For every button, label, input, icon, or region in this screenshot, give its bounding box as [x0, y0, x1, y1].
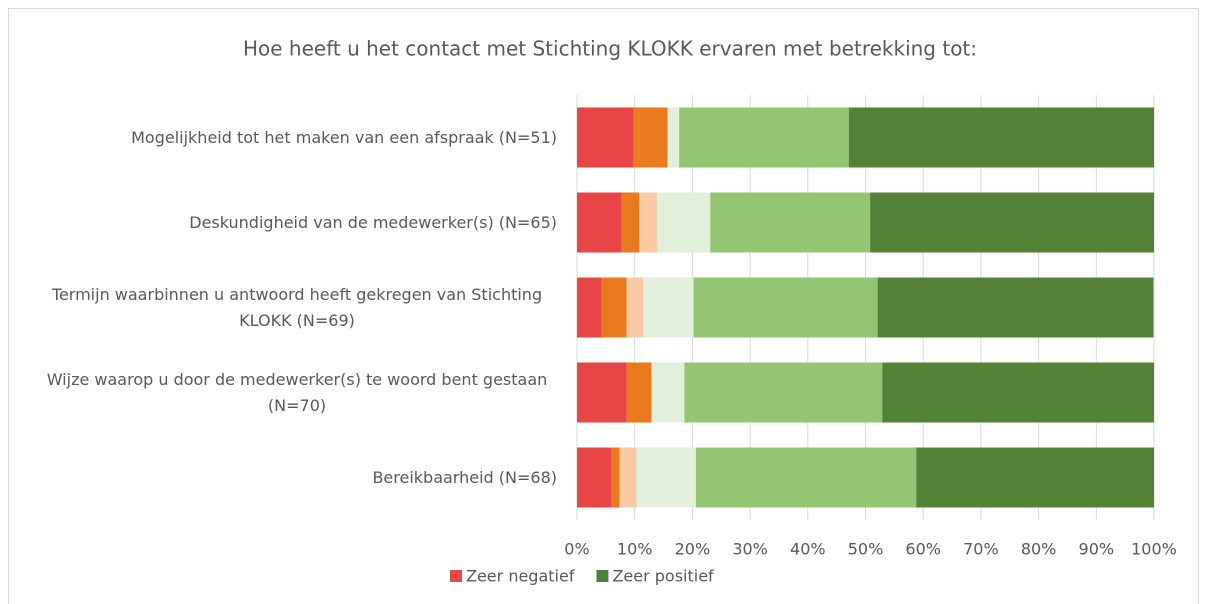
y-tick-label: Bereikbaarheid (N=68): [372, 467, 557, 487]
y-tick-label: Deskundigheid van de medewerker(s) (N=65…: [189, 212, 557, 232]
bar-segment: [870, 192, 1154, 253]
x-tick-label: 40%: [790, 540, 826, 559]
y-tick-label: Wijze waarop u door de medewerker(s) te …: [46, 369, 548, 415]
bar-segment: [577, 277, 602, 338]
bar-segment: [577, 192, 622, 253]
chart-title: Hoe heeft u het contact met Stichting KL…: [243, 37, 977, 61]
bar-segment: [633, 107, 668, 168]
bar-segment: [684, 362, 883, 423]
bar-segment: [639, 192, 658, 253]
bar-segment: [695, 447, 917, 508]
bar-segment: [693, 277, 878, 338]
legend-label: Zeer positief: [612, 567, 714, 586]
bar-segment: [611, 447, 620, 508]
x-tick-label: 90%: [1079, 540, 1115, 559]
bar-segment: [877, 277, 1154, 338]
bar-segment: [619, 447, 637, 508]
bar-segment: [916, 447, 1154, 508]
bar-segment: [577, 362, 627, 423]
bar-segment: [621, 192, 640, 253]
bar-segment: [643, 277, 694, 338]
bar-segment: [636, 447, 696, 508]
x-tick-label: 60%: [905, 540, 941, 559]
bar-segment: [577, 447, 612, 508]
frame: [8, 8, 1199, 604]
bar-segment: [679, 107, 849, 168]
bar-segment: [882, 362, 1154, 423]
legend-label: Zeer negatief: [466, 567, 575, 586]
x-tick-label: 20%: [675, 540, 711, 559]
bar-segment: [651, 362, 685, 423]
y-tick-label: Termijn waarbinnen u antwoord heeft gekr…: [51, 284, 543, 330]
x-tick-label: 70%: [963, 540, 999, 559]
x-tick-label: 50%: [848, 540, 884, 559]
bar-segment: [657, 192, 711, 253]
x-tick-label: 0%: [564, 540, 589, 559]
legend-swatch: [596, 570, 609, 582]
bar-segment: [577, 107, 634, 168]
bar-segment: [626, 362, 652, 423]
bar-segment: [710, 192, 871, 253]
x-tick-label: 30%: [732, 540, 768, 559]
legend-swatch: [450, 570, 462, 582]
y-tick-label: Mogelijkheid tot het maken van een afspr…: [131, 127, 557, 147]
bar-segment: [667, 107, 680, 168]
x-tick-label: 10%: [617, 540, 653, 559]
x-tick-label: 100%: [1131, 540, 1177, 559]
bar-segment: [626, 277, 644, 338]
x-tick-label: 80%: [1021, 540, 1057, 559]
bar-segment: [601, 277, 627, 338]
bar-segment: [848, 107, 1154, 168]
